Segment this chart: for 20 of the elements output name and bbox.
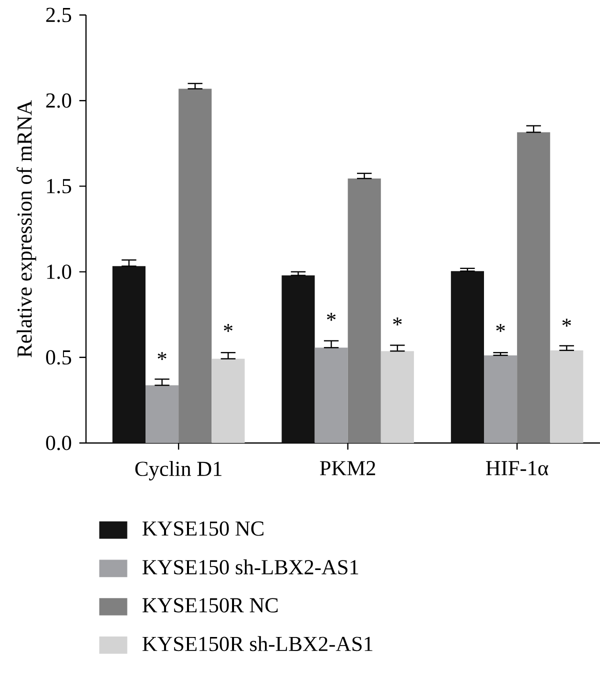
legend-label: KYSE150R sh-LBX2-AS1 — [142, 636, 372, 652]
y-tick-label: 0.0 — [46, 436, 72, 450]
y-tick-label: 2.5 — [46, 8, 72, 22]
annotation: * — [393, 318, 402, 326]
annotation: * — [562, 318, 571, 327]
annotation: * — [326, 312, 336, 321]
x-tick-label: Cyclin D1 — [135, 461, 222, 480]
y-tick-label: 1.5 — [47, 179, 72, 194]
y-tick-label: 1.0 — [47, 264, 72, 280]
annotation: * — [496, 324, 505, 332]
legend-label: KYSE150R NC — [142, 598, 278, 612]
y-tick-label: 0.5 — [46, 350, 72, 365]
y-axis-title: Relative expression of mRNA — [16, 100, 36, 358]
annotation: * — [158, 352, 166, 360]
legend-label: KYSE150 sh-LBX2-AS1 — [142, 559, 358, 574]
x-tick-label: HIF-1α — [486, 461, 548, 476]
annotation: * — [224, 324, 232, 332]
x-tick-label: PKM2 — [320, 461, 376, 476]
legend-label: KYSE150 NC — [142, 521, 264, 536]
y-tick-label: 2.0 — [46, 93, 72, 108]
